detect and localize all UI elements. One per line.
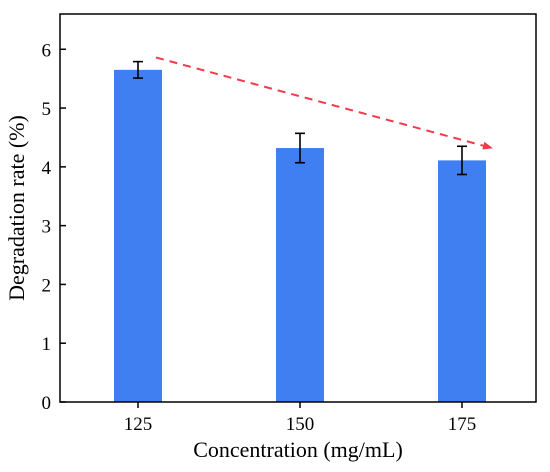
trend-arrow [155,56,493,150]
error-bars-layer [133,60,467,176]
error-bar-175 [457,145,467,176]
bars-layer [114,69,486,403]
error-bar-125 [133,60,143,79]
x-tick-label: 125 [124,414,153,435]
y-tick-label: 1 [42,334,52,355]
y-axis-ticks: 0 1 2 3 4 5 6 [42,40,66,414]
trend-arrow-layer [155,56,493,150]
y-axis-title: Degradation rate (%) [4,115,29,301]
plot-frame [59,13,537,403]
x-axis-ticks: 125 150 175 [124,402,477,435]
x-axis-title: Concentration (mg/mL) [193,437,403,462]
y-tick-label: 6 [42,40,52,61]
x-tick-label: 150 [286,414,315,435]
y-tick-label: 3 [42,217,52,238]
bar-175 [438,160,486,402]
bar-125 [114,69,162,403]
y-tick-label: 0 [42,393,52,414]
x-tick-label: 175 [448,414,477,435]
y-tick-label: 5 [42,99,52,120]
y-tick-label: 4 [42,158,52,179]
error-bar-150 [295,132,305,164]
bar-150 [276,148,324,402]
y-tick-label: 2 [42,275,52,296]
